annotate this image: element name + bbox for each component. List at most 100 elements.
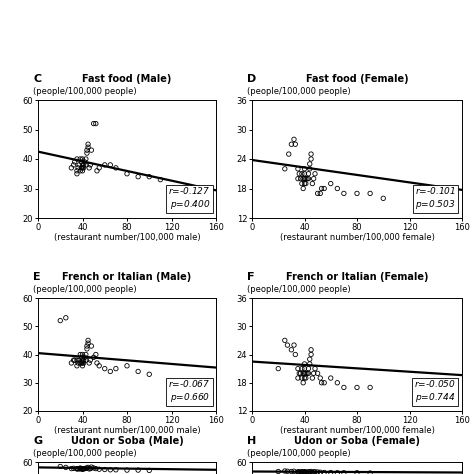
- Point: [62, 314, 70, 321]
- Point: [92, 351, 100, 358]
- Point: [134, 173, 142, 181]
- Point: [283, 467, 291, 474]
- Point: [305, 365, 312, 373]
- Point: [305, 468, 312, 474]
- Point: [134, 368, 142, 375]
- Point: [86, 161, 94, 169]
- Point: [340, 469, 347, 474]
- Point: [74, 465, 82, 473]
- Point: [301, 360, 308, 368]
- Point: [73, 155, 81, 163]
- Point: [310, 468, 318, 474]
- Point: [306, 360, 313, 368]
- Point: [82, 155, 90, 163]
- Point: [68, 359, 75, 367]
- Text: $r$=-0.067
$p$=0.660: $r$=-0.067 $p$=0.660: [168, 378, 210, 404]
- Point: [320, 379, 328, 386]
- Point: [79, 164, 86, 172]
- Point: [92, 465, 100, 473]
- Text: Udon or Soba (Male): Udon or Soba (Male): [71, 436, 183, 446]
- Point: [82, 465, 90, 472]
- Point: [78, 465, 85, 473]
- Point: [310, 175, 318, 182]
- Point: [81, 465, 89, 473]
- Point: [302, 468, 310, 474]
- Text: (people/100,000 people): (people/100,000 people): [247, 285, 351, 294]
- Point: [95, 465, 103, 473]
- Point: [85, 164, 93, 172]
- Point: [68, 164, 75, 172]
- Point: [310, 370, 318, 377]
- Point: [297, 468, 304, 474]
- Point: [309, 180, 316, 187]
- Point: [71, 158, 79, 166]
- Point: [90, 464, 98, 472]
- Point: [74, 359, 82, 367]
- Point: [146, 466, 153, 474]
- Point: [95, 362, 103, 370]
- Point: [288, 346, 295, 354]
- Point: [309, 374, 316, 382]
- Point: [70, 465, 77, 472]
- Point: [366, 383, 374, 391]
- Point: [334, 379, 341, 386]
- Point: [76, 359, 84, 367]
- Point: [78, 354, 85, 361]
- Point: [294, 468, 302, 474]
- Point: [320, 469, 328, 474]
- Point: [294, 175, 302, 182]
- Point: [307, 351, 315, 358]
- Point: [340, 190, 347, 197]
- Text: French or Italian (Female): French or Italian (Female): [286, 272, 428, 282]
- Point: [90, 354, 98, 361]
- Point: [334, 469, 341, 474]
- Point: [84, 464, 92, 471]
- Point: [298, 374, 306, 382]
- Point: [73, 356, 81, 364]
- Point: [62, 464, 70, 471]
- Point: [292, 351, 299, 358]
- Point: [80, 359, 87, 367]
- Point: [301, 468, 308, 474]
- Point: [301, 180, 308, 187]
- Point: [101, 466, 109, 474]
- Point: [134, 466, 142, 474]
- Text: (people/100,000 people): (people/100,000 people): [33, 87, 137, 96]
- Point: [366, 469, 374, 474]
- Point: [301, 365, 308, 373]
- Point: [300, 175, 307, 182]
- Point: [307, 150, 315, 158]
- Point: [290, 136, 298, 143]
- Point: [353, 469, 361, 474]
- Point: [301, 175, 308, 182]
- Point: [340, 383, 347, 391]
- Point: [318, 185, 325, 192]
- Point: [73, 465, 81, 473]
- Point: [75, 356, 83, 364]
- Point: [101, 161, 109, 169]
- Point: [79, 167, 86, 174]
- Point: [73, 170, 81, 178]
- Point: [76, 351, 84, 358]
- Point: [123, 362, 131, 370]
- Text: (people/100,000 people): (people/100,000 people): [33, 285, 137, 294]
- Point: [83, 146, 91, 154]
- Point: [79, 161, 86, 169]
- Point: [353, 190, 361, 197]
- Point: [298, 468, 306, 474]
- Text: French or Italian (Male): French or Italian (Male): [63, 272, 191, 282]
- Point: [301, 165, 308, 173]
- Point: [79, 465, 86, 473]
- Point: [80, 356, 87, 364]
- Point: [86, 465, 94, 473]
- Point: [83, 342, 91, 350]
- Point: [82, 161, 90, 169]
- Point: [306, 468, 313, 474]
- Point: [80, 465, 87, 473]
- Point: [85, 359, 93, 367]
- Point: [301, 374, 308, 382]
- Point: [146, 371, 153, 378]
- Point: [85, 465, 93, 473]
- Point: [56, 317, 64, 324]
- Point: [274, 365, 282, 373]
